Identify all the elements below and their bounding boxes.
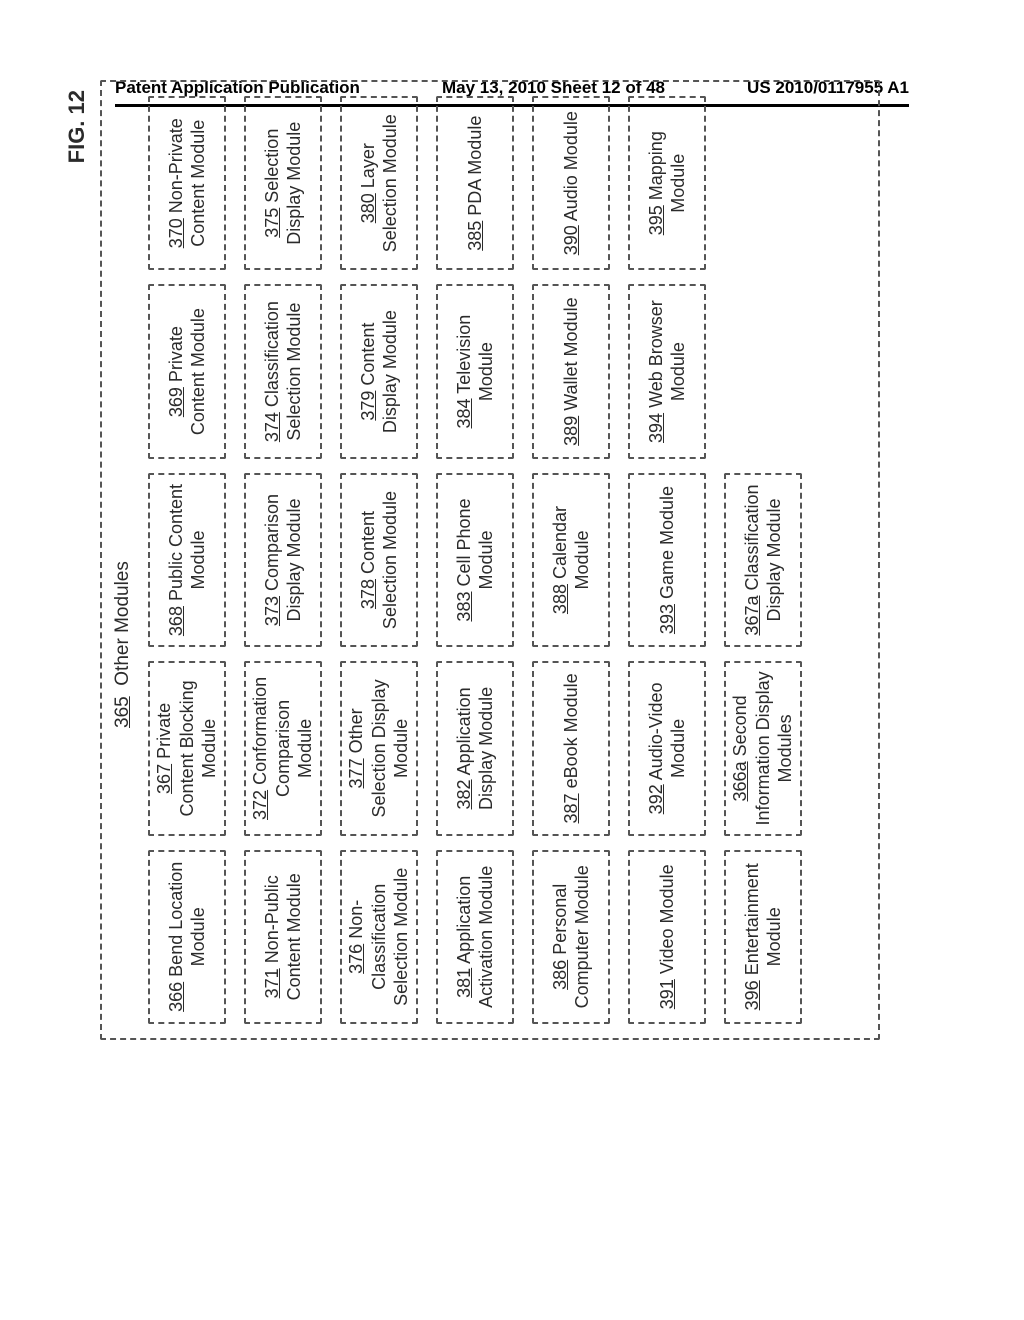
module-num: 383 [454, 592, 474, 622]
module-box: 386 Personal Computer Module [532, 850, 610, 1024]
figure-12: FIG. 12 365 Other Modules 366 Bend Locat… [70, 30, 880, 1040]
module-box: 379 Content Display Module [340, 284, 418, 458]
module-box: 396 Entertainment Module [724, 850, 802, 1024]
module-box: 369 Private Content Module [148, 284, 226, 458]
module-num: 366 [166, 982, 186, 1012]
module-text: Mapping Module [646, 131, 689, 213]
module-num: 380 [358, 193, 378, 223]
module-num: 378 [358, 579, 378, 609]
module-box: 394 Web Browser Module [628, 284, 706, 458]
empty-cell [724, 96, 802, 270]
module-text: Layer Selection Module [358, 114, 401, 252]
module-box: 391 Video Module [628, 850, 706, 1024]
module-num: 387 [561, 793, 581, 823]
module-box: 392 Audio-Video Module [628, 661, 706, 835]
module-box: 380 Layer Selection Module [340, 96, 418, 270]
module-box: 393 Game Module [628, 473, 706, 647]
module-box: 381 Application Activation Module [436, 850, 514, 1024]
module-num: 391 [657, 979, 677, 1009]
module-box: 367a Classification Display Module [724, 473, 802, 647]
module-box: 376 Non-Classification Selection Module [340, 850, 418, 1024]
module-num: 366a [730, 761, 750, 801]
module-num: 372 [250, 790, 270, 820]
figure-label: FIG. 12 [64, 90, 90, 163]
module-box: 378 Content Selection Module [340, 473, 418, 647]
module-box: 372 Conformation Comparison Module [244, 661, 322, 835]
module-box: 370 Non-Private Content Module [148, 96, 226, 270]
module-box: 375 Selection Display Module [244, 96, 322, 270]
module-num: 375 [262, 208, 282, 238]
module-box: 389 Wallet Module [532, 284, 610, 458]
module-num: 393 [657, 604, 677, 634]
module-num: 373 [262, 596, 282, 626]
module-num: 367a [742, 596, 762, 636]
other-modules-container: 365 Other Modules 366 Bend Location Modu… [100, 80, 880, 1040]
module-box: 377 Other Selection Display Module [340, 661, 418, 835]
module-text: Cell Phone Module [454, 498, 497, 591]
module-text: Conformation Comparison Module [250, 677, 315, 797]
module-text: eBook Module [561, 673, 581, 793]
module-text: PDA Module [465, 116, 485, 221]
module-num: 376 [346, 944, 366, 974]
module-text: Audio Module [561, 111, 581, 225]
empty-cell [724, 284, 802, 458]
module-box: 368 Public Content Module [148, 473, 226, 647]
module-num: 392 [646, 784, 666, 814]
module-num: 370 [166, 218, 186, 248]
module-text: Audio-Video Module [646, 683, 689, 785]
module-box: 390 Audio Module [532, 96, 610, 270]
module-box: 385 PDA Module [436, 96, 514, 270]
module-num: 384 [454, 398, 474, 428]
module-num: 377 [346, 758, 366, 788]
module-text: Wallet Module [561, 297, 581, 415]
module-text: Game Module [657, 486, 677, 604]
module-num: 381 [454, 968, 474, 998]
container-title: 365 Other Modules [112, 561, 134, 728]
module-text: Television Module [454, 315, 497, 401]
module-text: Web Browser Module [646, 300, 689, 413]
module-text: Second Information Display Modules [730, 671, 795, 825]
module-num: 388 [550, 584, 570, 614]
module-box: 384 Television Module [436, 284, 514, 458]
container-title-text: Other Modules [112, 561, 133, 686]
module-num: 395 [646, 205, 666, 235]
module-box: 382 Application Display Module [436, 661, 514, 835]
container-num: 365 [112, 696, 133, 728]
module-box: 374 Classification Selection Module [244, 284, 322, 458]
modules-grid: 366 Bend Location Module 367 Private Cont… [148, 96, 802, 1024]
module-text: Other Selection Display Module [346, 679, 411, 817]
module-num: 382 [454, 779, 474, 809]
module-text: Bend Location Module [166, 862, 209, 982]
module-text: Non-Classification Selection Module [346, 868, 411, 1006]
module-num: 389 [561, 416, 581, 446]
module-num: 385 [465, 221, 485, 251]
module-box: 366a Second Information Display Modules [724, 661, 802, 835]
module-num: 396 [742, 980, 762, 1010]
module-num: 394 [646, 413, 666, 443]
module-text: Entertainment Module [742, 863, 785, 980]
module-text: Video Module [657, 864, 677, 979]
module-text: Public Content Module [166, 484, 209, 606]
module-box: 371 Non-Public Content Module [244, 850, 322, 1024]
module-box: 388 Calendar Module [532, 473, 610, 647]
module-text: Private Content Blocking Module [154, 680, 219, 816]
module-text: Calendar Module [550, 506, 593, 590]
module-num: 369 [166, 387, 186, 417]
module-num: 374 [262, 412, 282, 442]
module-num: 368 [166, 606, 186, 636]
module-num: 367 [154, 764, 174, 794]
module-num: 371 [262, 968, 282, 998]
module-num: 379 [358, 391, 378, 421]
module-box: 395 Mapping Module [628, 96, 706, 270]
module-num: 390 [561, 225, 581, 255]
module-num: 386 [550, 960, 570, 990]
module-box: 383 Cell Phone Module [436, 473, 514, 647]
module-box: 373 Comparison Display Module [244, 473, 322, 647]
module-box: 387 eBook Module [532, 661, 610, 835]
module-box: 367 Private Content Blocking Module [148, 661, 226, 835]
module-box: 366 Bend Location Module [148, 850, 226, 1024]
